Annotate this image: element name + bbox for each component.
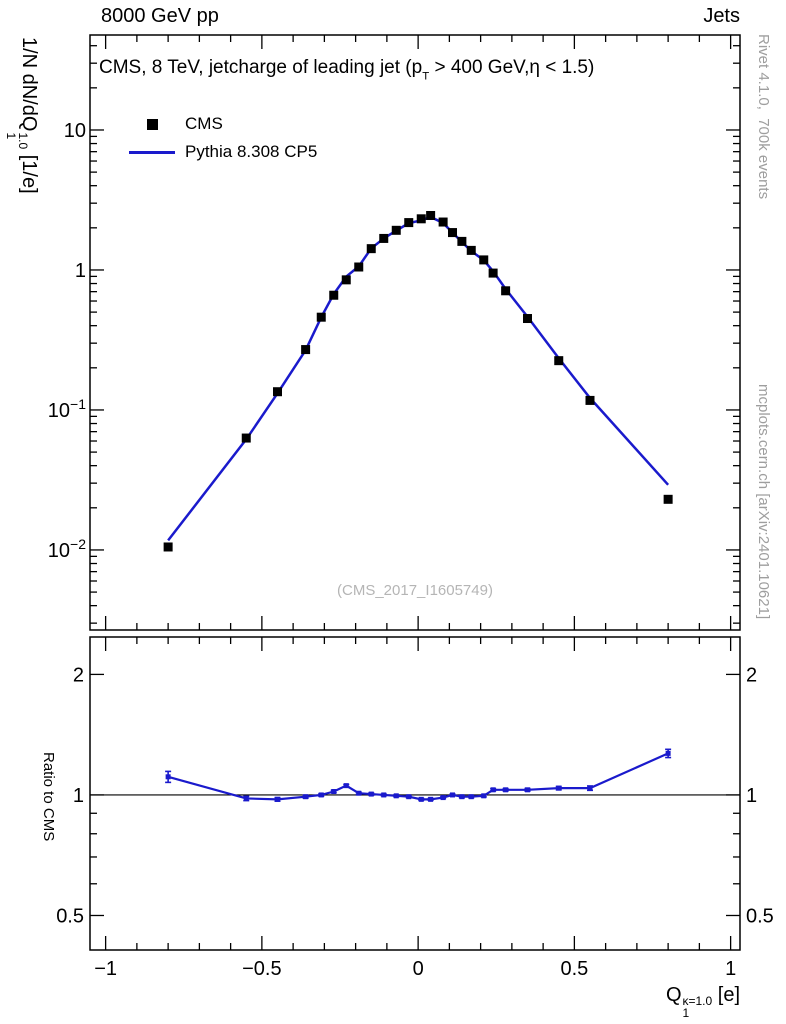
x-axis-title-sup: κ=1.0 xyxy=(682,994,713,1009)
ratio-frame xyxy=(89,636,741,951)
x-axis-title-post: [e] xyxy=(712,984,740,1006)
analysis-id-watermark: (CMS_2017_I1605749) xyxy=(337,582,493,599)
x-axis-title-sub: 1 xyxy=(682,1005,690,1020)
cms-marker-icon xyxy=(128,118,176,130)
svg-text:1: 1 xyxy=(725,958,736,980)
svg-text:1: 1 xyxy=(73,785,84,807)
pythia-line-swatch xyxy=(129,150,175,154)
y-axis-title-sub: 1 xyxy=(4,132,19,140)
plot-title-subscript: T xyxy=(422,70,430,83)
beam-energy-label: 8000 GeV pp xyxy=(101,5,219,27)
svg-text:−0.5: −0.5 xyxy=(242,958,281,980)
svg-text:10−1: 10−1 xyxy=(48,396,86,422)
plot-title-post: > 400 GeV,η < 1.5) xyxy=(429,57,595,78)
axis-ticks xyxy=(90,35,740,950)
svg-text:10: 10 xyxy=(64,120,86,142)
svg-text:2: 2 xyxy=(746,664,757,686)
x-axis-title-scripts: κ=1.0 1 xyxy=(682,994,713,1020)
main-frame xyxy=(89,34,741,631)
legend-label-cms: CMS xyxy=(185,114,223,133)
cms-error-bars xyxy=(167,215,669,551)
svg-text:0.5: 0.5 xyxy=(56,905,84,927)
svg-text:1: 1 xyxy=(75,260,86,282)
cms-marker-swatch xyxy=(146,118,158,130)
pythia-line xyxy=(167,215,670,542)
pythia-line-icon xyxy=(128,150,176,154)
svg-text:0.5: 0.5 xyxy=(560,958,588,980)
y-axis-title-post: [1/e] xyxy=(18,149,40,194)
legend-entry-pythia: Pythia 8.308 CP5 xyxy=(128,140,317,164)
ratio-y-axis-title: Ratio to CMS xyxy=(40,752,57,842)
rivet-version-text: Rivet 4.1.0, 700k events xyxy=(755,34,772,200)
plot-title-pre: CMS, 8 TeV, jetcharge of leading jet (p xyxy=(99,57,423,78)
analysis-category-label: Jets xyxy=(703,5,740,27)
ratio-series xyxy=(165,748,672,802)
x-axis-title-pre: Q xyxy=(665,984,682,1006)
svg-text:1: 1 xyxy=(746,785,757,807)
svg-text:0.5: 0.5 xyxy=(746,905,774,927)
mcplots-reference-text: mcplots.cern.ch [arXiv:2401.10621] xyxy=(755,384,772,620)
plot-title: CMS, 8 TeV, jetcharge of leading jet (pT… xyxy=(99,57,594,82)
svg-text:0: 0 xyxy=(413,958,424,980)
tick-labels: −1 −0.5 0 0.5 1 10 1 10−1 10−2 2 2 1 1 0.5 0.5 xyxy=(48,120,774,980)
y-axis-title-scripts: 1.0 1 xyxy=(4,132,30,150)
y-axis-title: 1/N dN/dQ 1.0 1 [1/e] xyxy=(4,37,40,194)
y-axis-title-pre: 1/N dN/dQ xyxy=(18,37,40,132)
y-axis-title-sup: 1.0 xyxy=(15,132,30,150)
legend-entry-cms: CMS xyxy=(128,112,223,136)
svg-text:10−2: 10−2 xyxy=(48,536,86,562)
legend-label-pythia: Pythia 8.308 CP5 xyxy=(185,142,318,161)
svg-text:−1: −1 xyxy=(94,958,117,980)
svg-text:2: 2 xyxy=(73,664,84,686)
cms-markers xyxy=(163,210,673,552)
